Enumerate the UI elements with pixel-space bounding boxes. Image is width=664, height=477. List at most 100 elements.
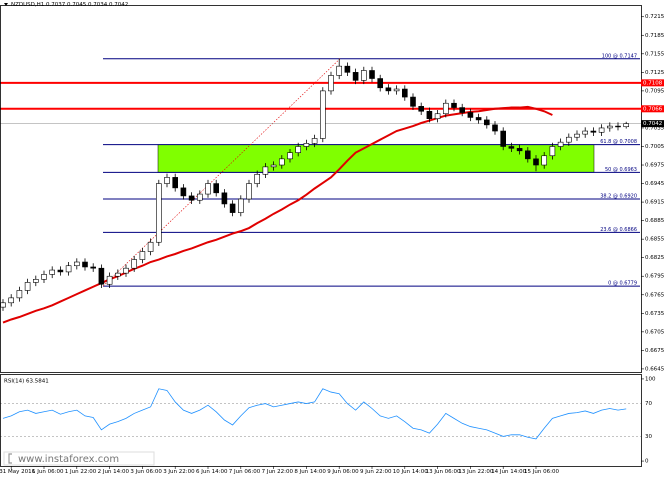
x-tick-label: 10 Jun 14:00: [393, 469, 428, 475]
x-tick-label: 8 Jun 14:00: [294, 469, 326, 475]
candle-body: [336, 65, 343, 76]
candle-body: [352, 72, 359, 81]
rsi-tick-label: 30: [645, 434, 652, 440]
candle-body: [238, 198, 244, 213]
candle-body: [106, 275, 113, 285]
candle-body: [123, 267, 129, 274]
x-tick-label: 31 May 2016: [0, 469, 36, 475]
candle-body: [565, 136, 572, 143]
candle-body: [426, 110, 433, 119]
x-tick-label: 1 Jun 06:00: [32, 469, 64, 475]
x-tick-label: 7 Jun 22:00: [262, 469, 294, 475]
candle-body: [287, 152, 293, 160]
candle-body: [623, 123, 630, 128]
candle-body: [598, 127, 605, 133]
candle-body: [82, 261, 88, 268]
candle-body: [311, 138, 318, 144]
current-price-label: 0.7042: [643, 121, 662, 127]
candle-body: [582, 130, 589, 135]
candle-body: [156, 183, 162, 243]
candle-body: [606, 125, 613, 129]
candle-body: [49, 269, 56, 275]
candle-body: [147, 241, 154, 252]
candle-body: [451, 102, 457, 108]
rsi-line: [2, 388, 627, 440]
candle-body: [475, 117, 482, 121]
candle-body: [139, 251, 146, 260]
y-tick-label: 0.7185: [645, 33, 664, 39]
candle-body: [188, 195, 195, 201]
candle-body: [328, 75, 334, 92]
x-tick-label: 2 Jun 14:00: [98, 469, 130, 475]
candle-body: [459, 107, 466, 113]
candle-body: [483, 119, 490, 126]
fib-label: 0 @ 0.6779: [608, 281, 637, 287]
candle-body: [205, 183, 211, 195]
y-tick-label: 0.6855: [645, 237, 664, 243]
candle-body: [32, 279, 39, 283]
candle-body: [65, 265, 72, 273]
rsi-tick-label: 70: [645, 401, 652, 407]
candle-body: [524, 150, 531, 160]
candle-body: [615, 125, 621, 128]
y-tick-label: 0.7095: [645, 88, 664, 94]
y-tick-label: 0.6945: [645, 181, 664, 187]
price-panel: 100 @ 0.7147 61.8 @ 0.7008 50 @ 0.6963 38.2…: [0, 53, 641, 324]
candle-body: [41, 274, 47, 280]
candle-body: [369, 70, 375, 79]
x-tick-label: 14 Jun 14:00: [491, 469, 526, 475]
candle-body: [8, 297, 14, 304]
candle-body: [557, 141, 564, 147]
candle-body: [516, 148, 523, 152]
y-tick-label: 0.7155: [645, 51, 664, 57]
x-tick-label: 3 Jun 22:00: [163, 469, 195, 475]
candle-body: [131, 259, 137, 269]
y-tick-label: 0.6825: [645, 255, 664, 261]
rsi-label: RSI(14) 63.5841: [4, 379, 49, 385]
candle-body: [303, 143, 310, 147]
resistance-label: 0.7108: [643, 80, 663, 86]
fib-label: 50 @ 0.6963: [605, 167, 637, 173]
rsi-tick-label: 0: [645, 459, 649, 465]
y-tick-label: 0.7125: [645, 70, 664, 76]
candle-body: [418, 106, 425, 112]
y-tick-label: 0.7035: [645, 125, 664, 131]
candle-body: [492, 124, 498, 132]
candle-body: [246, 183, 252, 200]
candle-body: [360, 70, 367, 81]
resistance-label-box: [641, 79, 664, 87]
candle-body: [319, 90, 326, 139]
candle-body: [467, 112, 474, 118]
candle-body: [393, 88, 400, 92]
rsi-panel-frame: [0, 374, 642, 467]
candle-body: [500, 130, 507, 147]
header-icon: [4, 3, 8, 6]
y-tick-label: 0.7215: [645, 14, 664, 20]
candle-body: [90, 266, 96, 269]
fib-label: 100 @ 0.7147: [602, 53, 637, 59]
candle-body: [180, 187, 187, 197]
candle-body: [213, 183, 219, 194]
candle-body: [270, 164, 277, 168]
fib-label: 23.6 @ 0.6866: [600, 227, 637, 233]
candle-body: [115, 272, 121, 277]
candle-body: [24, 282, 31, 291]
x-tick-label: 15 Jun 06:00: [524, 469, 559, 475]
y-tick-label: 0.6645: [645, 366, 664, 372]
candle-body: [197, 193, 203, 201]
candle-body: [442, 102, 449, 115]
candle-body: [74, 261, 80, 267]
candle-body: [98, 267, 105, 285]
rsi-panel: [0, 388, 641, 440]
candle-body: [385, 87, 392, 92]
y-tick-label: 0.6885: [645, 218, 664, 224]
candle-body: [262, 166, 269, 175]
candle-body: [0, 302, 6, 308]
y-tick-label: 0.6795: [645, 274, 664, 280]
x-tick-label: 6 Jun 14:00: [196, 469, 228, 475]
resistance-label: 0.7066: [643, 106, 663, 112]
candle-body: [57, 269, 64, 273]
candle-body: [590, 130, 597, 133]
